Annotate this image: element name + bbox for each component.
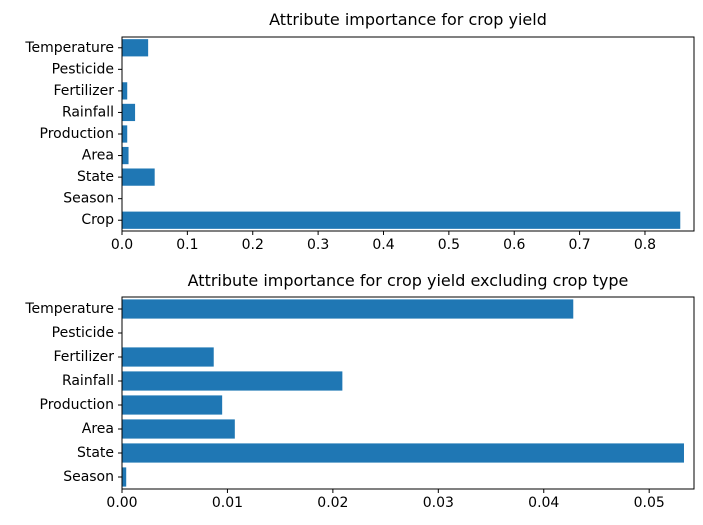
x-tick-label: 0.5 — [438, 237, 460, 253]
bar-area — [122, 419, 235, 439]
y-tick-label: Area — [82, 148, 114, 164]
x-tick-label: 0.6 — [503, 237, 525, 253]
bar-rainfall — [122, 371, 343, 391]
x-tick-label: 0.7 — [568, 237, 590, 253]
y-tick-label: Season — [63, 469, 114, 485]
y-tick-label: Fertilizer — [53, 83, 114, 99]
x-tick-label: 0.04 — [528, 495, 559, 511]
bar-temperature — [122, 299, 574, 319]
y-tick-label: State — [77, 169, 114, 185]
axes-frame — [121, 296, 695, 490]
x-tick-label: 0.02 — [317, 495, 348, 511]
y-tick-label: Season — [63, 191, 114, 207]
x-tick-label: 0.2 — [242, 237, 264, 253]
x-tick-label: 0.01 — [212, 495, 243, 511]
bar-fertilizer — [122, 82, 128, 100]
chart-title: Attribute importance for crop yield excl… — [188, 271, 629, 290]
bar-season — [122, 467, 127, 487]
bar-production — [122, 395, 223, 415]
chart-crop-yield-importance: Attribute importance for crop yield Crop S… — [24, 10, 695, 253]
x-tick-label: 0.00 — [106, 495, 137, 511]
y-tick-label: Rainfall — [62, 104, 114, 120]
y-tick-label: Pesticide — [52, 61, 114, 77]
x-tick-label: 0.4 — [372, 237, 394, 253]
y-tick-label: Area — [82, 421, 114, 437]
bar-crop — [122, 211, 681, 229]
chart-importance-excluding-crop-type: Attribute importance for crop yield excl… — [24, 271, 695, 511]
x-tick-label: 0.03 — [423, 495, 454, 511]
x-tick-label: 0.1 — [176, 237, 198, 253]
y-tick-label: Fertilizer — [53, 349, 114, 365]
bar-fertilizer — [122, 347, 214, 367]
x-tick-label: 0.0 — [111, 237, 133, 253]
x-tick-label: 0.3 — [307, 237, 329, 253]
x-tick-label: 0.8 — [634, 237, 656, 253]
y-tick-label: Rainfall — [62, 373, 114, 389]
axes-frame — [121, 36, 695, 232]
bar-state — [122, 168, 155, 186]
bar-temperature — [122, 39, 149, 57]
bar-production — [122, 125, 128, 143]
x-tick-label: 0.05 — [634, 495, 665, 511]
y-tick-label: Crop — [81, 212, 114, 228]
y-tick-label: Production — [40, 397, 114, 413]
y-tick-label: State — [77, 445, 114, 461]
y-tick-label: Temperature — [24, 301, 114, 317]
y-tick-label: Production — [40, 126, 114, 142]
bar-area — [122, 146, 129, 165]
y-tick-label: Temperature — [24, 40, 114, 56]
y-tick-label: Pesticide — [52, 325, 114, 341]
bar-rainfall — [122, 103, 136, 122]
chart-title: Attribute importance for crop yield — [269, 10, 547, 29]
bar-state — [122, 443, 684, 463]
